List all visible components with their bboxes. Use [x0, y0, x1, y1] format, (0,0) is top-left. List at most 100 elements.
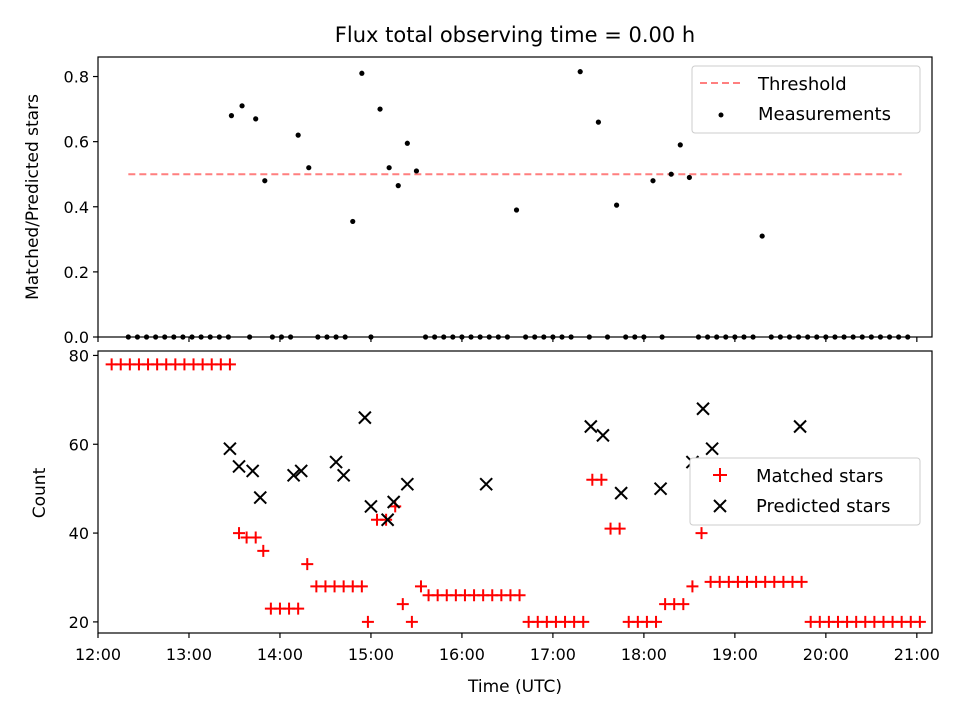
predicted-star-point — [294, 464, 308, 478]
matched-star-point — [677, 598, 690, 611]
predicted-star-point — [364, 499, 378, 514]
predicted-star-point — [696, 402, 710, 416]
predicted-star-point — [380, 513, 395, 527]
matched-star-point — [249, 531, 262, 544]
measurement-point — [686, 174, 692, 181]
matched-star-point — [577, 615, 590, 628]
bottom-xtick-label: 17:00 — [530, 645, 576, 664]
predicted-star-point — [336, 468, 351, 483]
predicted-star-point — [584, 419, 598, 434]
legend-measurements-swatch — [718, 112, 724, 118]
measurement-point — [759, 233, 765, 239]
bottom-ytick-label: 80 — [69, 346, 89, 365]
measurement-point — [359, 70, 365, 76]
matched-star-point — [361, 615, 374, 628]
matched-star-point — [613, 522, 626, 535]
bottom-ytick-label: 40 — [69, 524, 89, 543]
top-plot-area: 0.0 0.2 0.4 0.6 0.8 — [64, 68, 918, 347]
matched-star-point — [650, 615, 663, 628]
matched-star-point — [292, 602, 305, 615]
measurement-point — [386, 165, 392, 171]
predicted-star-point — [614, 486, 628, 500]
predicted-star-point — [232, 459, 246, 474]
measurement-point — [262, 178, 268, 184]
matched-star-point — [595, 473, 608, 486]
matched-star-point — [695, 527, 708, 540]
matched-star-point — [414, 580, 427, 593]
bottom-legend-box — [689, 457, 921, 526]
predicted-star-point — [245, 464, 260, 478]
bottom-xtick-label: 20:00 — [803, 645, 849, 664]
bottom-xtick-label: 18:00 — [621, 645, 667, 664]
measurement-point — [306, 165, 312, 171]
matched-star-point — [355, 580, 368, 593]
matched-star-point — [301, 558, 314, 571]
matched-star-point — [795, 575, 808, 588]
matched-star-point — [233, 527, 246, 540]
measurement-point — [577, 69, 583, 75]
measurement-point — [295, 132, 301, 138]
predicted-star-point — [653, 481, 668, 496]
legend-predicted-label: Predicted stars — [756, 496, 890, 517]
bottom-plot-area: 20 40 60 80 12:00 13:00 14:00 15:00 16:00 17:00 18… — [69, 346, 940, 664]
measurement-point — [350, 218, 356, 225]
predicted-star-point — [286, 468, 301, 483]
top-ytick-label: 0.0 — [64, 328, 89, 347]
predicted-star-point — [400, 477, 415, 491]
top-plot-frame — [97, 56, 933, 338]
legend-matched-swatch — [713, 468, 727, 482]
legend-measurements-label: Measurements — [758, 104, 891, 125]
measurement-point — [239, 103, 245, 109]
bottom-xtick-label: 13:00 — [166, 645, 212, 664]
measurement-point — [395, 183, 401, 189]
bottom-plot-frame — [97, 350, 933, 634]
bottom-xtick-label: 12:00 — [75, 645, 121, 664]
measurement-point — [595, 119, 602, 125]
measurement-point — [228, 113, 235, 119]
matched-star-point — [223, 358, 236, 371]
bottom-legend: Matched stars Predicted stars — [689, 457, 921, 526]
bottom-ylabel: Count — [30, 467, 50, 518]
predicted-star-point — [358, 410, 372, 425]
bottom-xtick-label: 15:00 — [348, 645, 394, 664]
matched-star-point — [380, 513, 393, 526]
legend-threshold-label: Threshold — [757, 74, 847, 95]
measurement-point — [677, 142, 683, 148]
top-ytick-label: 0.2 — [64, 263, 89, 282]
predicted-star-point — [596, 428, 610, 443]
top-legend-box — [691, 65, 921, 134]
measurement-point — [513, 207, 520, 213]
top-chart-title: Flux total observing time = 0.00 h — [335, 23, 695, 47]
predicted-star-point — [253, 490, 267, 505]
legend-matched-label: Matched stars — [756, 466, 883, 487]
legend-predicted-swatch — [713, 499, 727, 513]
matched-star-point — [513, 589, 526, 602]
top-ytick-label: 0.4 — [64, 198, 89, 217]
top-ylabel: Matched/Predicted stars — [23, 94, 43, 300]
matched-star-point — [686, 580, 699, 593]
bottom-xtick-label: 19:00 — [712, 645, 758, 664]
bottom-ytick-label: 60 — [69, 435, 89, 454]
matched-star-point — [405, 615, 418, 628]
top-ytick-label: 0.8 — [64, 68, 89, 87]
predicted-star-point — [386, 495, 401, 509]
measurement-point — [668, 171, 674, 177]
predicted-star-point — [223, 441, 237, 456]
measurement-point — [253, 116, 259, 122]
measurement-point — [650, 178, 656, 184]
top-ytick-label: 0.6 — [64, 133, 89, 152]
measurement-point — [377, 106, 383, 112]
predicted-star-point — [479, 477, 493, 491]
predicted-star-point — [329, 455, 343, 469]
bottom-xlabel: Time (UTC) — [467, 677, 562, 697]
predicted-star-point — [793, 419, 807, 434]
predicted-star-point — [705, 441, 719, 456]
matched-star-point — [257, 544, 270, 557]
bottom-ytick-label: 20 — [69, 613, 89, 632]
matched-star-point — [396, 598, 409, 611]
measurement-point — [613, 202, 620, 208]
matched-star-point — [913, 615, 926, 628]
bottom-xtick-label: 16:00 — [439, 645, 485, 664]
measurement-point — [413, 168, 420, 174]
